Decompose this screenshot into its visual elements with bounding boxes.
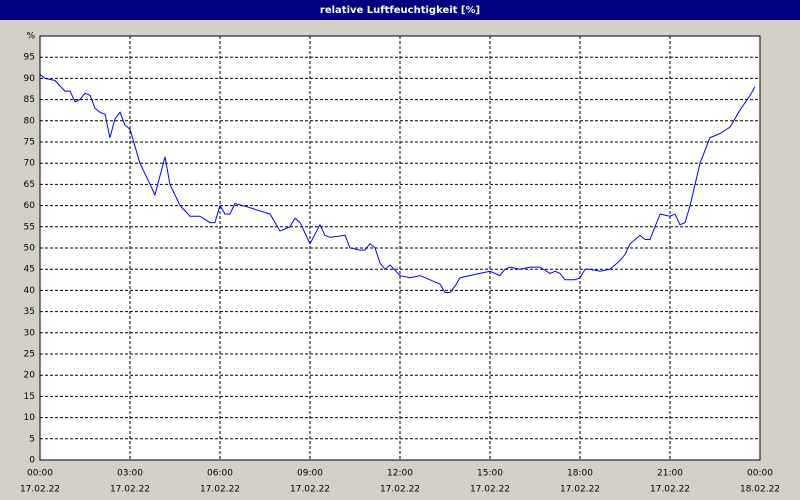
plot-border (39, 35, 761, 461)
x-tick-date: 17.02.22 (380, 485, 420, 495)
x-tick-label: 18:00 (567, 469, 593, 479)
y-tick-label: % (26, 32, 35, 42)
y-tick-label: 55 (24, 222, 35, 232)
x-tick-date: 17.02.22 (20, 485, 60, 495)
x-tick-date: 17.02.22 (650, 485, 690, 495)
chart-title: relative Luftfeuchtigkeit [%] (320, 5, 480, 16)
x-tick-date: 17.02.22 (560, 485, 600, 495)
title-bar (0, 0, 800, 20)
y-tick-label: 0 (29, 456, 35, 466)
y-tick-label: 95 (24, 53, 35, 63)
x-tick-label: 06:00 (207, 469, 233, 479)
data-line (39, 73, 756, 293)
x-tick-label: 00:00 (27, 469, 53, 479)
y-tick-label: 60 (24, 201, 36, 211)
y-tick-label: 45 (24, 265, 35, 275)
y-tick-label: 30 (24, 328, 36, 338)
x-tick-label: 21:00 (657, 469, 683, 479)
x-tick-date: 17.02.22 (110, 485, 150, 495)
y-tick-label: 90 (24, 74, 36, 84)
y-tick-label: 35 (24, 307, 35, 317)
x-tick-date: 17.02.22 (200, 485, 240, 495)
y-tick-label: 25 (24, 350, 35, 360)
x-tick-date: 17.02.22 (290, 485, 330, 495)
y-tick-label: 75 (24, 138, 35, 148)
y-tick-label: 5 (29, 434, 35, 444)
y-tick-label: 65 (24, 180, 35, 190)
x-tick-label: 00:00 (747, 469, 773, 479)
y-tick-label: 50 (24, 244, 36, 254)
x-tick-label: 15:00 (477, 469, 503, 479)
x-tick-label: 03:00 (117, 469, 143, 479)
y-tick-label: 15 (24, 392, 35, 402)
y-tick-label: 85 (24, 95, 35, 105)
y-tick-label: 20 (24, 371, 36, 381)
y-tick-label: 80 (24, 116, 36, 126)
x-tick-label: 09:00 (297, 469, 323, 479)
x-tick-date: 18.02.22 (740, 485, 780, 495)
x-tick-label: 12:00 (387, 469, 413, 479)
y-tick-label: 40 (24, 286, 36, 296)
y-tick-label: 10 (24, 413, 36, 423)
y-tick-label: 70 (24, 159, 36, 169)
x-tick-date: 17.02.22 (470, 485, 510, 495)
